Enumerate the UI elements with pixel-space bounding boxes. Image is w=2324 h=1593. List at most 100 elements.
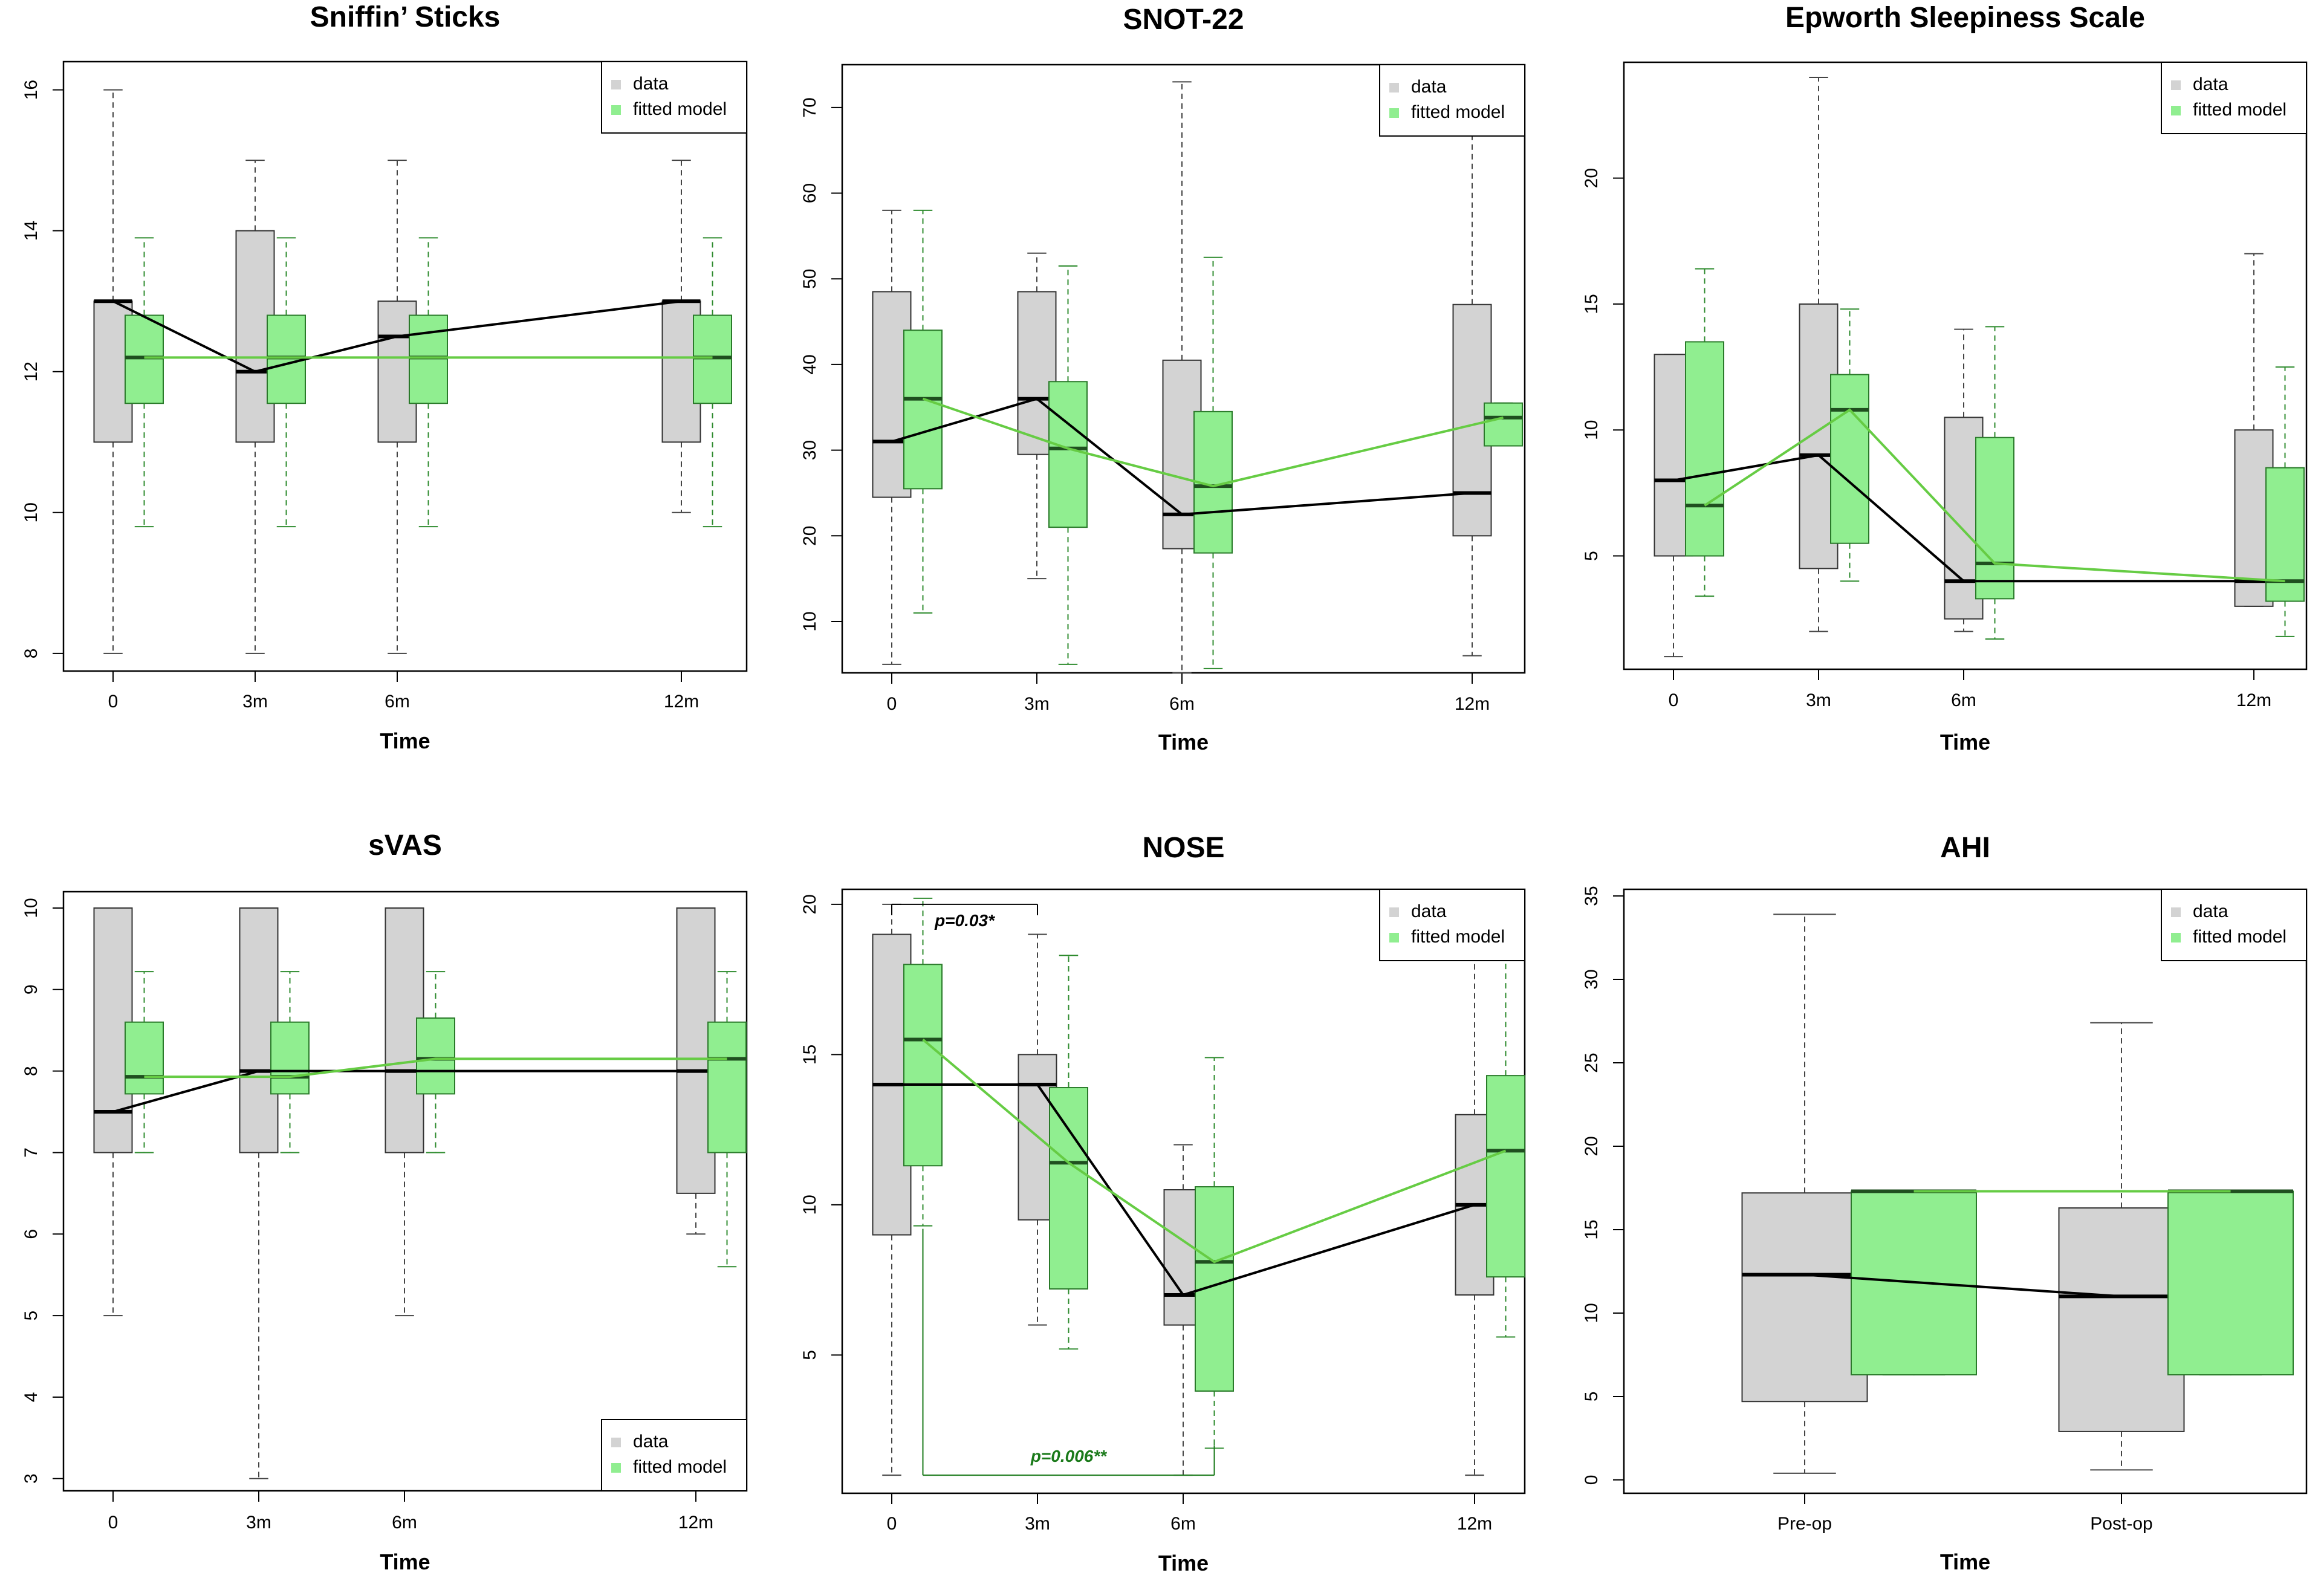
model-box-rect — [1685, 341, 1724, 557]
y-tick-label: 35 — [1582, 886, 1602, 906]
legend-label-data: data — [2193, 901, 2228, 921]
legend: data fitted model — [2161, 62, 2307, 134]
y-tick-label: 10 — [1582, 1303, 1602, 1323]
x-axis-label: Time — [380, 1549, 430, 1574]
model-box — [1486, 942, 1525, 1338]
chart-title: NOSE — [1142, 832, 1224, 864]
legend-swatch-data — [1389, 83, 1399, 92]
legend-swatch-data — [611, 80, 621, 89]
y-tick-label: 14 — [21, 221, 41, 241]
data-median-line — [1673, 453, 2254, 583]
y-tick-label: 4 — [21, 1392, 41, 1403]
model-box — [270, 971, 310, 1153]
y-tick-label: 20 — [1582, 1136, 1602, 1156]
legend: data fitted model — [1379, 64, 1525, 137]
chart-panel-2: SNOT-22 10 20 30 40 50 60 70 0 3m 6m 12m Time data fit… — [800, 4, 1526, 754]
model-box-rect — [903, 329, 943, 490]
data-box — [1799, 76, 1839, 632]
y-tick-label: 25 — [1582, 1053, 1602, 1072]
y-tick-label: 6 — [21, 1229, 41, 1239]
y-tick-label: 9 — [21, 984, 41, 994]
x-tick-label: 3m — [1025, 1514, 1050, 1534]
model-median-line — [922, 1038, 1507, 1264]
legend-swatch-model — [611, 105, 621, 115]
legend-label-data: data — [1411, 901, 1447, 921]
model-box-rect — [2167, 1190, 2294, 1376]
y-tick-label: 70 — [800, 97, 820, 117]
y-tick-label: 12 — [21, 362, 41, 381]
chart-title: SNOT-22 — [1123, 4, 1244, 36]
x-tick-label: 0 — [887, 1514, 897, 1534]
legend-label-model: fitted model — [1411, 102, 1505, 122]
chart-panel-3: Epworth Sleepiness Scale 5 10 15 20 0 3m 6m 12m T… — [1582, 2, 2308, 754]
model-box — [1048, 265, 1088, 665]
legend-frame — [601, 1419, 747, 1491]
x-tick-label: 0 — [108, 692, 118, 712]
x-tick-label: 3m — [1806, 690, 1831, 710]
model-box — [1685, 268, 1724, 597]
legend-swatch-model — [1389, 108, 1399, 118]
model-box — [416, 971, 455, 1153]
model-box-rect — [1484, 402, 1523, 447]
x-axis-label: Time — [380, 728, 430, 753]
legend-label-model: fitted model — [2193, 927, 2287, 947]
x-tick-label: 3m — [242, 692, 268, 712]
model-median-line — [1704, 408, 2285, 583]
model-box-rect — [1486, 1075, 1525, 1278]
model-box-rect — [270, 1021, 310, 1095]
model-box — [1193, 256, 1233, 669]
y-tick-label: 20 — [1582, 168, 1602, 188]
x-tick-label: 0 — [1669, 690, 1679, 710]
legend-swatch-model — [2171, 933, 2181, 942]
legend-frame — [2161, 62, 2307, 134]
x-tick-label: 0 — [887, 694, 897, 714]
y-tick-label: 30 — [800, 440, 820, 460]
chart-panel-6: AHI 0 5 10 15 20 25 30 35 Pre-op Post-op Time data fi… — [1582, 832, 2308, 1574]
model-box-rect — [1975, 436, 2014, 600]
legend-label-data: data — [633, 1432, 669, 1452]
y-tick-label: 15 — [1582, 294, 1602, 314]
y-tick-label: 20 — [800, 894, 820, 914]
legend-swatch-model — [2171, 106, 2181, 115]
data-box — [1162, 81, 1202, 673]
data-box — [1452, 124, 1492, 657]
model-box — [693, 237, 732, 528]
model-box-rect — [1830, 374, 1869, 544]
legend-swatch-model — [1389, 933, 1399, 942]
legend-swatch-data — [1389, 907, 1399, 917]
legend-swatch-data — [2171, 907, 2181, 917]
y-tick-label: 7 — [21, 1147, 41, 1158]
x-tick-label: 6m — [385, 692, 410, 712]
y-tick-label: 5 — [21, 1311, 41, 1321]
y-tick-label: 10 — [800, 1195, 820, 1215]
legend-label-model: fitted model — [633, 99, 727, 119]
model-box-rect — [125, 1021, 164, 1095]
model-box — [1975, 326, 2014, 640]
x-tick-label: 0 — [108, 1513, 118, 1533]
x-tick-label: 3m — [1024, 694, 1050, 714]
legend-label-data: data — [2193, 74, 2228, 94]
data-box — [1741, 913, 1868, 1474]
plot-frame — [1623, 888, 2308, 1494]
x-tick-label: 12m — [1455, 694, 1490, 714]
chart-title: Epworth Sleepiness Scale — [1785, 2, 2145, 34]
y-tick-label: 0 — [1582, 1475, 1602, 1485]
y-tick-label: 5 — [1582, 551, 1602, 561]
data-box — [385, 907, 424, 1317]
x-tick-label: 12m — [664, 692, 699, 712]
x-axis-label: Time — [1940, 730, 1990, 754]
data-box — [377, 160, 417, 654]
model-box — [125, 971, 164, 1153]
legend-label-data: data — [633, 74, 669, 94]
y-tick-label: 8 — [21, 649, 41, 659]
y-tick-label: 50 — [800, 269, 820, 289]
data-median-line — [891, 397, 1473, 516]
data-box-rect — [1741, 1192, 1868, 1403]
x-tick-label: Pre-op — [1777, 1514, 1832, 1534]
legend-frame — [1379, 889, 1525, 961]
model-median-line — [922, 397, 1504, 488]
model-box — [2265, 366, 2305, 637]
model-box-rect — [707, 1021, 747, 1153]
data-box-rect — [2058, 1207, 2185, 1432]
